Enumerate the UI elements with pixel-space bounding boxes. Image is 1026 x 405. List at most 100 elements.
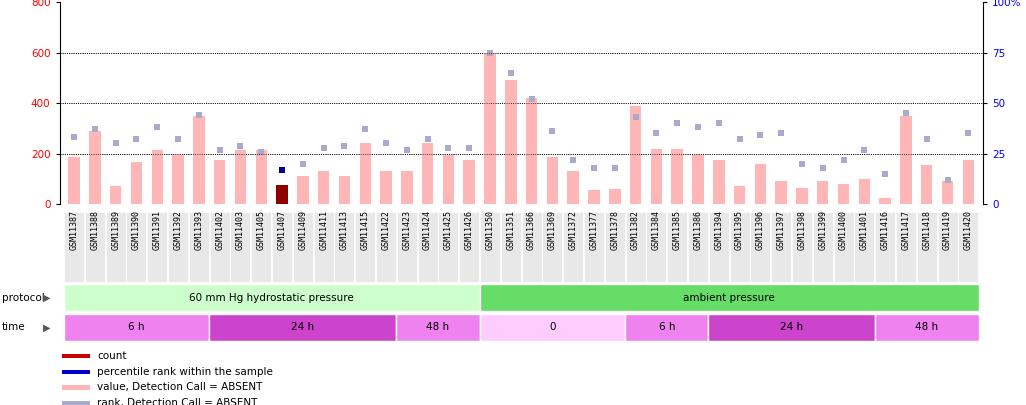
FancyBboxPatch shape	[168, 212, 188, 281]
Text: GSM11418: GSM11418	[922, 210, 932, 249]
FancyBboxPatch shape	[813, 212, 833, 281]
FancyBboxPatch shape	[148, 212, 167, 281]
FancyBboxPatch shape	[958, 212, 979, 281]
Text: 6 h: 6 h	[659, 322, 675, 333]
Text: GSM11396: GSM11396	[756, 210, 764, 249]
Bar	[734, 186, 745, 204]
FancyBboxPatch shape	[729, 212, 750, 281]
FancyBboxPatch shape	[875, 212, 895, 281]
Bar	[214, 160, 226, 204]
Bar	[172, 153, 184, 204]
FancyBboxPatch shape	[667, 212, 687, 281]
Text: GSM11378: GSM11378	[610, 210, 620, 249]
FancyBboxPatch shape	[501, 212, 521, 281]
Bar	[942, 181, 953, 204]
Bar	[62, 401, 90, 405]
Bar	[505, 80, 516, 204]
FancyBboxPatch shape	[438, 212, 459, 281]
FancyBboxPatch shape	[314, 212, 333, 281]
Bar	[588, 190, 600, 204]
Text: GSM11401: GSM11401	[860, 210, 869, 249]
Text: 0: 0	[549, 322, 556, 333]
Text: 6 h: 6 h	[128, 322, 145, 333]
Bar	[359, 143, 371, 204]
Bar	[900, 116, 912, 204]
FancyBboxPatch shape	[688, 212, 708, 281]
Bar	[193, 116, 204, 204]
Text: GSM11377: GSM11377	[590, 210, 598, 249]
Text: GSM11391: GSM11391	[153, 210, 162, 249]
Bar	[318, 171, 329, 204]
FancyBboxPatch shape	[64, 284, 479, 311]
Text: GSM11405: GSM11405	[256, 210, 266, 249]
FancyBboxPatch shape	[646, 212, 666, 281]
Text: GSM11350: GSM11350	[485, 210, 495, 249]
FancyBboxPatch shape	[272, 212, 292, 281]
Bar	[69, 158, 80, 204]
Bar	[838, 184, 850, 204]
FancyBboxPatch shape	[604, 212, 625, 281]
Text: GSM11413: GSM11413	[340, 210, 349, 249]
Bar	[276, 185, 287, 204]
FancyBboxPatch shape	[625, 314, 708, 341]
Text: GSM11420: GSM11420	[963, 210, 973, 249]
Text: GSM11426: GSM11426	[465, 210, 474, 249]
Bar	[152, 150, 163, 204]
Bar	[755, 164, 766, 204]
FancyBboxPatch shape	[480, 212, 500, 281]
Text: GSM11385: GSM11385	[673, 210, 681, 249]
FancyBboxPatch shape	[479, 284, 979, 311]
Text: value, Detection Call = ABSENT: value, Detection Call = ABSENT	[97, 382, 263, 392]
FancyBboxPatch shape	[792, 212, 812, 281]
FancyBboxPatch shape	[209, 212, 230, 281]
Text: GSM11389: GSM11389	[111, 210, 120, 249]
FancyBboxPatch shape	[772, 212, 791, 281]
Text: GSM11387: GSM11387	[70, 210, 79, 249]
Text: 24 h: 24 h	[780, 322, 803, 333]
FancyBboxPatch shape	[334, 212, 354, 281]
Text: GSM11419: GSM11419	[943, 210, 952, 249]
FancyBboxPatch shape	[833, 212, 854, 281]
FancyBboxPatch shape	[106, 212, 125, 281]
Bar	[817, 181, 828, 204]
FancyBboxPatch shape	[64, 212, 84, 281]
Bar	[609, 189, 621, 204]
Bar	[110, 186, 121, 204]
Text: GSM11423: GSM11423	[402, 210, 411, 249]
Bar	[713, 160, 724, 204]
Bar	[567, 171, 579, 204]
Bar	[962, 160, 974, 204]
Bar	[547, 158, 558, 204]
FancyBboxPatch shape	[626, 212, 645, 281]
Text: GSM11417: GSM11417	[902, 210, 910, 249]
Bar	[693, 155, 704, 204]
Text: protocol: protocol	[2, 293, 45, 303]
FancyBboxPatch shape	[563, 212, 583, 281]
FancyBboxPatch shape	[418, 212, 438, 281]
Text: GSM11392: GSM11392	[173, 210, 183, 249]
FancyBboxPatch shape	[917, 212, 937, 281]
Bar	[298, 176, 309, 204]
FancyBboxPatch shape	[64, 314, 209, 341]
FancyBboxPatch shape	[750, 212, 771, 281]
FancyBboxPatch shape	[709, 212, 728, 281]
Text: GSM11422: GSM11422	[382, 210, 391, 249]
Text: GSM11382: GSM11382	[631, 210, 640, 249]
Bar	[339, 176, 350, 204]
Text: 48 h: 48 h	[915, 322, 939, 333]
Bar	[130, 162, 143, 204]
Bar	[401, 171, 412, 204]
Text: ▶: ▶	[43, 293, 50, 303]
FancyBboxPatch shape	[460, 212, 479, 281]
FancyBboxPatch shape	[896, 212, 916, 281]
FancyBboxPatch shape	[126, 212, 147, 281]
Text: rank, Detection Call = ABSENT: rank, Detection Call = ABSENT	[97, 398, 258, 405]
Bar	[484, 53, 496, 204]
FancyBboxPatch shape	[875, 314, 979, 341]
FancyBboxPatch shape	[231, 212, 250, 281]
Text: GSM11398: GSM11398	[797, 210, 806, 249]
FancyBboxPatch shape	[292, 212, 313, 281]
FancyBboxPatch shape	[189, 212, 209, 281]
FancyBboxPatch shape	[377, 212, 396, 281]
FancyBboxPatch shape	[479, 314, 625, 341]
